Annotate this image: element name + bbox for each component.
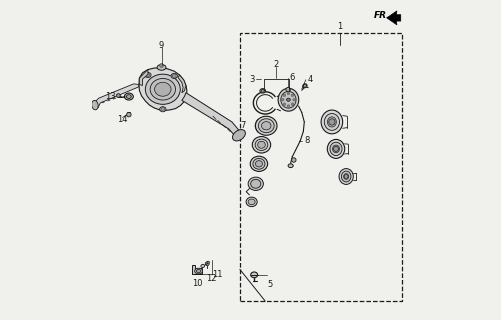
Text: 13: 13: [105, 92, 115, 101]
Circle shape: [161, 107, 164, 111]
Circle shape: [333, 146, 338, 151]
Ellipse shape: [343, 174, 348, 179]
Circle shape: [116, 94, 120, 98]
Ellipse shape: [327, 117, 336, 127]
Circle shape: [146, 73, 149, 77]
Ellipse shape: [144, 72, 151, 77]
Text: 11: 11: [212, 270, 222, 279]
Text: 4: 4: [307, 75, 312, 84]
Bar: [239, 33, 401, 301]
Polygon shape: [181, 93, 240, 138]
Ellipse shape: [338, 169, 353, 184]
Ellipse shape: [200, 264, 204, 268]
Circle shape: [172, 74, 176, 78]
Ellipse shape: [232, 130, 245, 141]
Ellipse shape: [194, 268, 202, 274]
Polygon shape: [139, 69, 148, 85]
Polygon shape: [139, 68, 186, 110]
Ellipse shape: [250, 272, 257, 278]
Circle shape: [287, 105, 289, 107]
Text: 1: 1: [337, 22, 342, 31]
Circle shape: [291, 94, 293, 97]
Ellipse shape: [150, 78, 175, 100]
Ellipse shape: [260, 89, 265, 93]
Text: 2: 2: [273, 60, 278, 69]
Circle shape: [344, 175, 347, 178]
Ellipse shape: [247, 199, 255, 205]
Ellipse shape: [327, 140, 344, 158]
Circle shape: [287, 92, 289, 95]
Ellipse shape: [258, 119, 274, 133]
Circle shape: [303, 84, 306, 87]
Ellipse shape: [280, 91, 296, 108]
Ellipse shape: [92, 100, 98, 110]
Ellipse shape: [196, 269, 200, 273]
Ellipse shape: [278, 88, 298, 111]
Circle shape: [286, 87, 290, 92]
Ellipse shape: [245, 197, 257, 207]
Ellipse shape: [124, 93, 133, 100]
Circle shape: [281, 99, 284, 101]
Ellipse shape: [255, 139, 267, 150]
Text: 9: 9: [159, 41, 164, 50]
Text: 7: 7: [239, 121, 245, 130]
Ellipse shape: [171, 73, 177, 78]
Ellipse shape: [255, 161, 262, 167]
Ellipse shape: [288, 164, 293, 168]
Ellipse shape: [159, 107, 166, 112]
Ellipse shape: [252, 137, 270, 153]
Ellipse shape: [206, 261, 209, 263]
Text: 5: 5: [267, 280, 273, 289]
Ellipse shape: [247, 177, 263, 190]
Ellipse shape: [324, 114, 339, 130]
Ellipse shape: [255, 116, 277, 135]
Ellipse shape: [253, 158, 265, 169]
Text: 6: 6: [289, 73, 294, 82]
Ellipse shape: [302, 84, 307, 88]
Circle shape: [261, 89, 264, 92]
Text: FR.: FR.: [373, 11, 390, 20]
Ellipse shape: [257, 141, 265, 148]
Polygon shape: [386, 11, 400, 25]
Text: 3: 3: [248, 75, 254, 84]
Circle shape: [291, 103, 293, 106]
Ellipse shape: [249, 156, 267, 172]
Ellipse shape: [329, 142, 341, 156]
Ellipse shape: [145, 74, 180, 104]
Ellipse shape: [126, 95, 131, 99]
Ellipse shape: [286, 98, 290, 101]
Text: 14: 14: [117, 115, 128, 124]
Circle shape: [205, 262, 209, 266]
Ellipse shape: [261, 122, 271, 130]
Polygon shape: [94, 84, 139, 108]
Circle shape: [292, 99, 295, 101]
Polygon shape: [178, 75, 185, 93]
Polygon shape: [192, 265, 201, 274]
Circle shape: [291, 158, 296, 162]
Circle shape: [126, 112, 131, 117]
Text: 12: 12: [205, 274, 216, 283]
Ellipse shape: [250, 179, 261, 188]
Ellipse shape: [154, 82, 171, 96]
Text: 10: 10: [191, 279, 202, 288]
Circle shape: [159, 64, 163, 68]
Circle shape: [283, 103, 285, 106]
Ellipse shape: [341, 171, 350, 182]
Ellipse shape: [332, 145, 339, 153]
Ellipse shape: [321, 110, 342, 134]
Circle shape: [283, 94, 285, 97]
Text: 8: 8: [304, 136, 309, 146]
Circle shape: [328, 119, 334, 125]
Ellipse shape: [157, 65, 166, 70]
